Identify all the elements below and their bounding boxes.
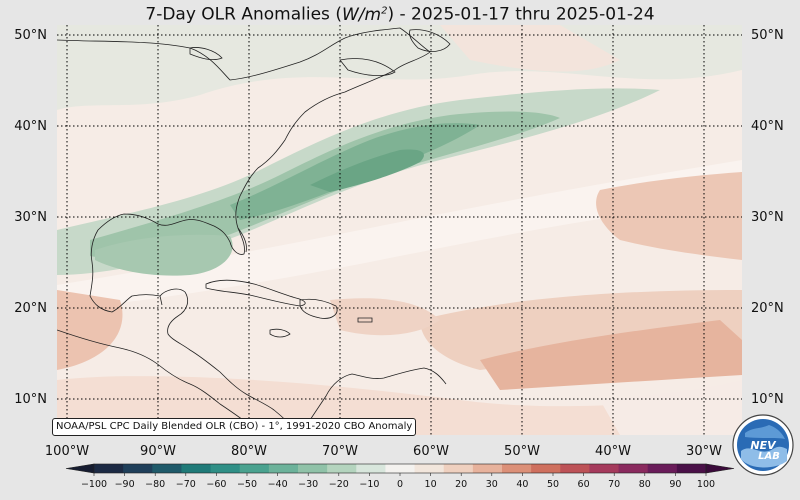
lat-label-left: 20°N [14,301,47,316]
colorbar-tick-label: 40 [516,479,528,490]
colorbar-swatch [327,464,357,473]
colorbar-tick-label: 10 [425,479,437,490]
lat-label-right: 30°N [751,210,784,225]
lon-label: 70°W [322,444,358,459]
lat-label-left: 10°N [14,392,47,407]
coastlines [57,27,451,435]
lon-label: 40°W [595,444,631,459]
colorbar-swatch [531,464,561,473]
lat-label-right: 20°N [751,301,784,316]
colorbar-swatch [560,464,590,473]
colorbar-swatch [618,464,649,473]
colorbar-tick-label: −80 [145,479,165,490]
colorbar-swatch [472,464,503,473]
lat-label-right: 40°N [751,119,784,134]
lat-labels: 10°N 20°N 30°N 40°N 50°N 10°N 20°N 30°N … [14,28,784,407]
lon-label: 30°W [686,444,722,459]
colorbar-swatch [414,464,445,473]
colorbar-tick-label: −100 [81,479,107,490]
colorbar-swatch [123,464,153,473]
colorbar-tick-label: 60 [578,479,590,490]
svg-text:NEV: NEV [750,439,777,452]
svg-text:LAB: LAB [758,451,780,462]
colorbar-swatch [181,464,212,473]
colorbar: −100 −90 −80 −70 −60 −50 −40 −30 −20 −10 0 10 20 30 40… [65,463,735,490]
colorbar-swatch [152,464,182,473]
lat-label-left: 30°N [14,210,47,225]
nevlab-logo: NEV LAB [732,414,794,476]
colorbar-tick-label: 30 [486,479,498,490]
lon-label: 80°W [231,444,267,459]
colorbar-tick-label: −70 [176,479,196,490]
colorbar-extend-low [65,463,95,474]
colorbar-tick-label: −20 [329,479,349,490]
colorbar-swatch [239,464,270,473]
colorbar-tick-label: 80 [639,479,651,490]
colorbar-swatch [94,464,124,473]
colorbar-tick-label: 90 [669,479,681,490]
lon-label: 100°W [45,444,89,459]
colorbar-tick-label: −90 [115,479,135,490]
lon-label: 90°W [140,444,176,459]
lon-label: 60°W [413,444,449,459]
colorbar-tick-label: 0 [397,479,403,490]
colorbar-swatch [589,464,620,473]
colorbar-tick-label: 70 [608,479,620,490]
title-suffix: ) - 2025-01-17 thru 2025-01-24 [387,4,655,25]
colorbar-swatch [502,464,532,473]
colorbar-swatch [443,464,474,473]
colorbar-swatch [298,464,328,473]
colorbar-tick-label: 20 [455,479,467,490]
lat-label-right: 10°N [751,392,784,407]
colorbar-swatch [210,464,241,473]
lat-label-left: 40°N [14,119,47,134]
colorbar-tick-label: −30 [298,479,318,490]
colorbar-tick-label: −40 [268,479,288,490]
colorbar-tick-label: −10 [359,479,379,490]
colorbar-tick-label: −50 [237,479,257,490]
colorbar-tick-label: −60 [206,479,226,490]
colorbar-tick-label: 100 [697,479,715,490]
gridlines [57,25,742,435]
lon-labels: 100°W 90°W 80°W 70°W 60°W 50°W 40°W 30°W [45,444,722,459]
lat-label-right: 50°N [751,28,784,43]
colorbar-extend-high [705,463,735,474]
colorbar-swatch [268,464,299,473]
colorbar-swatch [676,464,707,473]
lon-label: 50°W [504,444,540,459]
colorbar-tick-label: 50 [547,479,559,490]
colorbar-swatch [647,464,678,473]
lat-label-left: 50°N [14,28,47,43]
data-credit: NOAA/PSL CPC Daily Blended OLR (CBO) - 1… [52,418,417,436]
colorbar-swatch [356,464,386,473]
map-title: 7-Day OLR Anomalies (W/m2) - 2025-01-17 … [0,0,800,26]
title-unit: W/m2 [341,4,388,25]
title-prefix: 7-Day OLR Anomalies ( [145,4,342,25]
colorbar-swatch [385,464,416,473]
anomaly-field [57,25,742,435]
